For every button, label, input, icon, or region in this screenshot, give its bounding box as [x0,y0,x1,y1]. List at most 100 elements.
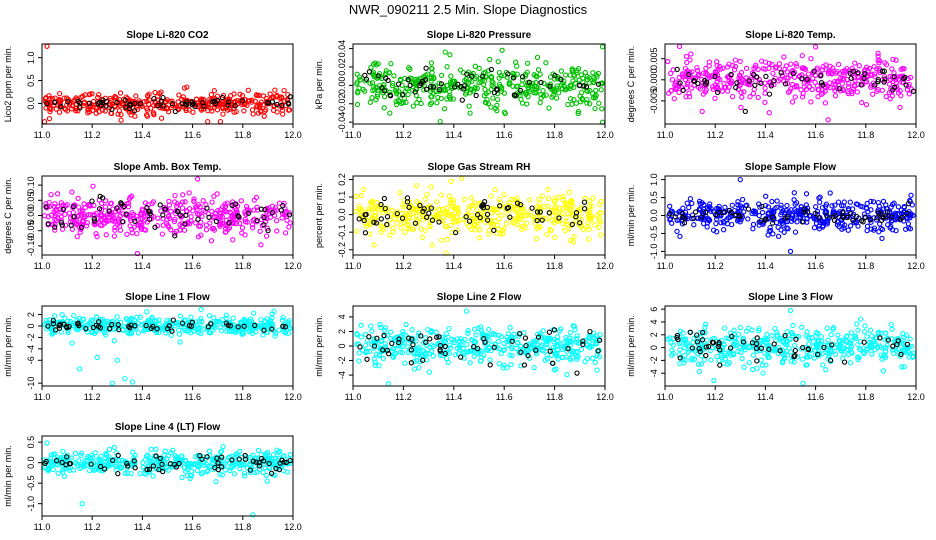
data-point [405,77,411,83]
data-point [742,108,748,115]
data-point [213,478,219,485]
panel-title: Slope Li-820 Pressure [427,30,532,41]
data-point [696,198,703,204]
data-point [438,81,445,87]
data-point [263,451,269,457]
data-point [539,193,546,199]
data-point [354,79,360,85]
data-point [405,91,411,98]
data-point [251,207,257,213]
data-point [409,336,415,342]
data-point [704,220,711,226]
data-point [578,346,585,353]
data-point [789,99,796,105]
data-point [285,319,291,326]
data-point [765,204,772,210]
x-tick-label: 11.0 [345,392,362,402]
data-point [722,204,728,210]
data-point [544,356,550,362]
data-point [670,350,676,356]
data-point [689,85,695,91]
data-point [545,195,552,202]
data-point [552,72,558,79]
data-point [436,86,443,93]
data-point [133,213,139,219]
data-point [484,211,491,218]
data-point [682,357,688,363]
data-point [792,342,798,349]
data-point [269,203,276,209]
data-point [747,94,753,100]
x-tick-label: 12.0 [284,392,302,402]
x-tick-label: 11.2 [707,130,724,140]
y-tick-label: 0.5 [26,74,36,87]
data-point [539,217,545,223]
data-point [883,93,889,100]
data-point [455,351,461,357]
data-point [86,100,93,106]
chart-panel: Slope Amb. Box Temp.degrees C per min.11… [3,162,302,271]
data-point [813,204,819,210]
plot-frame [41,43,294,125]
data-point [417,202,423,209]
data-point [875,86,881,93]
data-point [104,318,111,324]
scatter-points [666,176,916,255]
data-point [183,469,189,475]
data-point [763,73,769,80]
data-point [182,199,188,205]
data-point [870,199,877,205]
data-point [787,336,793,342]
data-point [540,88,546,94]
data-point [182,327,188,334]
y-tick-label: 0.10 [26,176,36,194]
data-point [447,200,454,206]
data-point [482,341,488,347]
data-point [187,221,193,227]
data-point [689,200,695,207]
data-point [211,315,217,321]
data-point [199,213,205,220]
data-point [766,65,772,71]
data-point [890,343,896,349]
x-tick-label: 11.0 [657,392,674,402]
data-point [119,218,126,225]
data-point [737,324,744,331]
data-point [373,62,380,68]
data-point [363,211,369,218]
data-point [177,313,184,319]
data-point [764,352,771,358]
data-point [396,336,402,342]
data-point [420,357,426,363]
data-point [825,337,831,343]
data-point [379,85,385,91]
data-point [825,117,831,123]
data-point [257,324,263,330]
data-point [251,216,258,222]
data-point [824,213,830,219]
data-point [689,212,696,218]
data-point [882,76,888,82]
data-point [403,85,409,92]
x-tick-label: 11.8 [857,130,874,140]
y-axis-label: Lico2 ppm per min. [3,46,13,123]
data-point [893,57,899,63]
data-point [358,322,364,328]
data-point [811,225,818,231]
data-point [580,338,586,344]
data-point [666,90,672,96]
data-point [794,354,801,360]
data-point [103,332,109,338]
data-point [820,82,826,88]
data-point [499,47,505,53]
data-point [172,192,178,199]
data-point [704,337,710,343]
data-point [435,94,441,101]
data-point [233,207,240,213]
data-point [275,449,281,456]
data-point [774,329,780,336]
plot-frame [41,305,294,387]
data-point [276,327,282,333]
data-point [788,61,794,67]
